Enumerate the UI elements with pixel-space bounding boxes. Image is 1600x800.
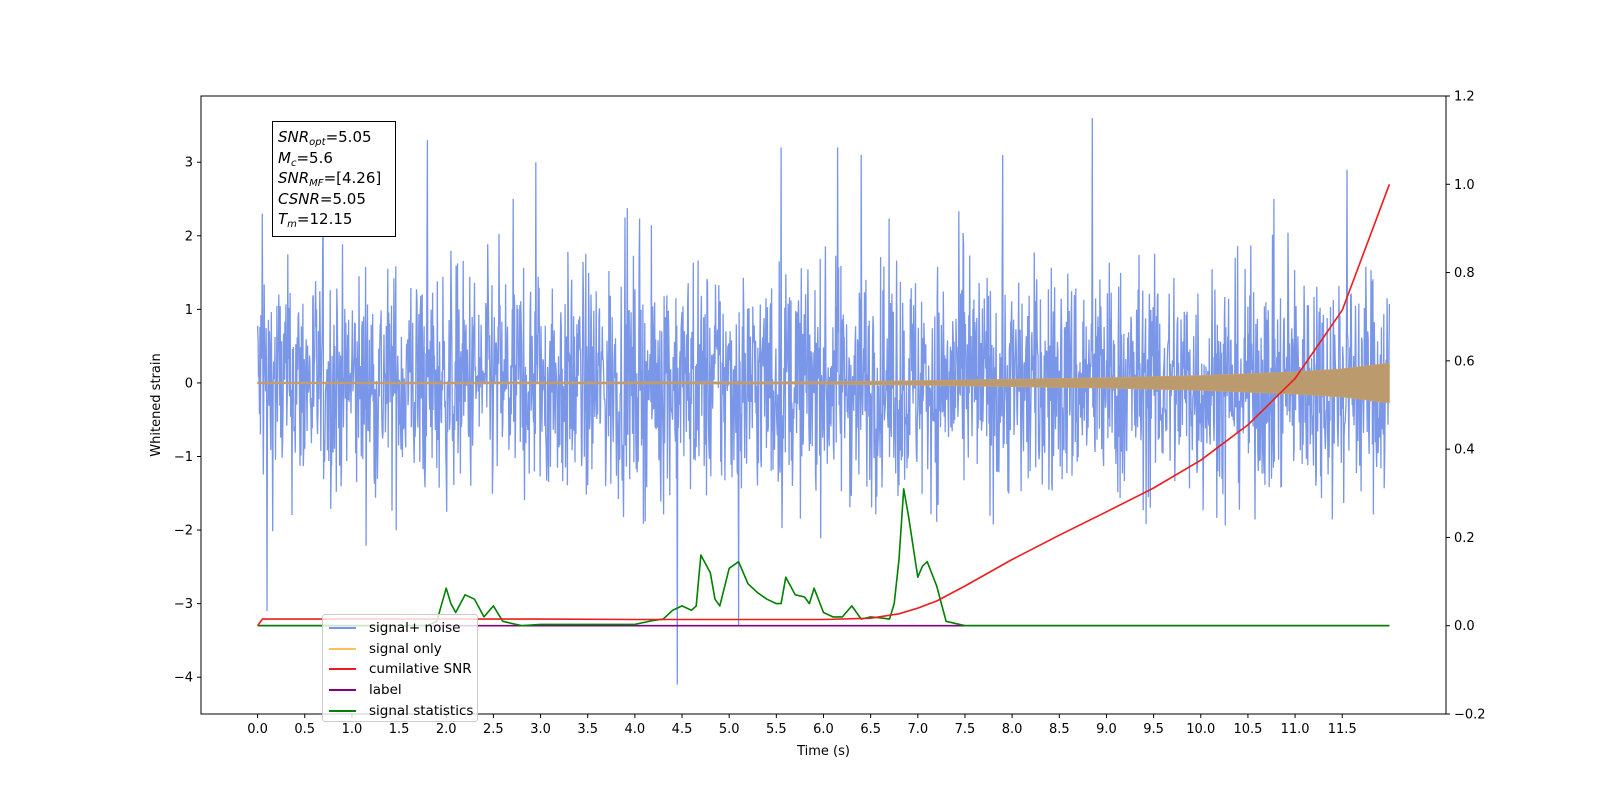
legend-label: label xyxy=(369,682,402,699)
y-left-tick-label: −3 xyxy=(174,597,193,612)
x-tick-label: 6.0 xyxy=(813,722,834,737)
x-tick-label: 2.5 xyxy=(483,722,504,737)
legend-swatch xyxy=(329,689,356,692)
y-right-tick-label: 0.0 xyxy=(1454,619,1475,634)
x-tick-label: 10.0 xyxy=(1186,722,1215,737)
x-tick-label: 2.0 xyxy=(436,722,457,737)
legend-item: label xyxy=(329,680,477,701)
annotation-line: Tm=12.15 xyxy=(278,209,395,230)
annotation-subscript: m xyxy=(287,219,297,231)
annotation-value: =5.6 xyxy=(296,148,333,167)
legend-label: cumilative SNR xyxy=(369,661,472,678)
y-left-tick-label: 1 xyxy=(185,303,193,318)
y-left-tick-label: −2 xyxy=(174,524,193,539)
x-axis-title: Time (s) xyxy=(796,744,850,759)
legend-item: cumilative SNR xyxy=(329,659,477,680)
x-tick-label: 11.5 xyxy=(1328,722,1357,737)
y-right-tick-label: 0.2 xyxy=(1454,531,1475,546)
legend-swatch xyxy=(329,647,356,650)
legend: signal+ noise signal only cumilative SNR la… xyxy=(322,614,478,722)
y-right-tick-label: −0.2 xyxy=(1454,708,1486,723)
x-tick-label: 0.5 xyxy=(294,722,315,737)
series-signal-statistics xyxy=(257,488,1390,627)
x-tick-label: 11.0 xyxy=(1281,722,1310,737)
series-cumulative-snr xyxy=(256,184,1391,627)
x-tick-label: 3.0 xyxy=(530,722,551,737)
y-right-tick-label: 0.8 xyxy=(1454,266,1475,281)
annotation-line: Mc=5.6 xyxy=(278,148,395,169)
annotation-subscript: MF xyxy=(309,178,324,190)
legend-label: signal+ noise xyxy=(369,620,461,637)
annotation-subscript: c xyxy=(290,157,297,169)
y-left-tick-label: −4 xyxy=(174,671,193,686)
x-tick-label: 7.5 xyxy=(955,722,976,737)
x-tick-label: 1.5 xyxy=(389,722,410,737)
annotation-value: =12.15 xyxy=(296,210,353,229)
legend-swatch xyxy=(329,668,356,671)
y-axis-right: 1.2 1.0 0.8 0.6 0.4 0.2 0.0 −0.2 xyxy=(1446,90,1486,723)
x-tick-label: 6.5 xyxy=(860,722,881,737)
annotation-symbol: T xyxy=(278,210,288,229)
y-right-tick-label: 0.4 xyxy=(1454,443,1475,458)
y-left-tick-label: −1 xyxy=(174,450,193,465)
annotation-line: SNRopt=5.05 xyxy=(278,127,395,148)
y-right-tick-label: 0.6 xyxy=(1454,354,1475,369)
legend-item: signal statistics xyxy=(329,700,477,721)
legend-swatch xyxy=(329,627,356,630)
annotation-symbol: SNR xyxy=(278,128,310,146)
annotation-box: SNRopt=5.05 Mc=5.6 SNRMF=[4.26] CSNR=5.05 Tm… xyxy=(272,121,396,237)
series-signal-noise xyxy=(256,118,1391,685)
x-tick-label: 0.0 xyxy=(247,722,268,737)
x-tick-label: 1.0 xyxy=(342,722,363,737)
y-axis-title: Whitened strain xyxy=(149,353,164,456)
annotation-subscript: opt xyxy=(309,137,326,148)
x-tick-label: 5.5 xyxy=(766,722,787,737)
annotation-value: =[4.26] xyxy=(323,169,382,188)
annotation-line: CSNR=5.05 xyxy=(278,189,395,210)
x-tick-label: 4.5 xyxy=(672,722,693,737)
y-right-tick-label: 1.0 xyxy=(1454,178,1475,193)
legend-item: signal+ noise xyxy=(329,618,477,639)
x-tick-label: 10.5 xyxy=(1233,722,1262,737)
y-left-tick-label: 0 xyxy=(185,376,193,391)
x-tick-label: 8.0 xyxy=(1002,722,1023,737)
plot-area xyxy=(256,118,1391,685)
x-tick-label: 4.0 xyxy=(625,722,646,737)
annotation-value: =5.05 xyxy=(325,128,372,146)
x-tick-label: 5.0 xyxy=(719,722,740,737)
x-tick-label: 9.5 xyxy=(1143,722,1164,737)
series-signal-only xyxy=(257,362,1390,404)
annotation-symbol: M xyxy=(278,148,291,167)
x-tick-label: 9.0 xyxy=(1096,722,1117,737)
annotation-symbol: SNR xyxy=(278,169,310,188)
y-left-tick-label: 2 xyxy=(185,229,193,244)
x-tick-label: 3.5 xyxy=(577,722,598,737)
x-axis: 0.0 0.5 1.0 1.5 2.0 2.5 3.0 3.5 4.0 4.5 5.0 5.5 6.0 6… xyxy=(247,714,1357,737)
annotation-line: SNRMF=[4.26] xyxy=(278,168,395,189)
legend-label: signal only xyxy=(369,640,442,657)
x-tick-label: 8.5 xyxy=(1049,722,1070,737)
legend-swatch xyxy=(329,709,356,712)
x-tick-label: 7.0 xyxy=(907,722,928,737)
legend-item: signal only xyxy=(329,639,477,660)
annotation-value: =5.05 xyxy=(319,189,366,208)
legend-label: signal statistics xyxy=(369,702,474,719)
y-right-tick-label: 1.2 xyxy=(1454,90,1475,105)
y-left-tick-label: 3 xyxy=(185,156,193,171)
y-axis-left: 3 2 1 0 −1 −2 −3 −4 xyxy=(174,156,201,686)
annotation-symbol: CSNR xyxy=(278,189,320,208)
